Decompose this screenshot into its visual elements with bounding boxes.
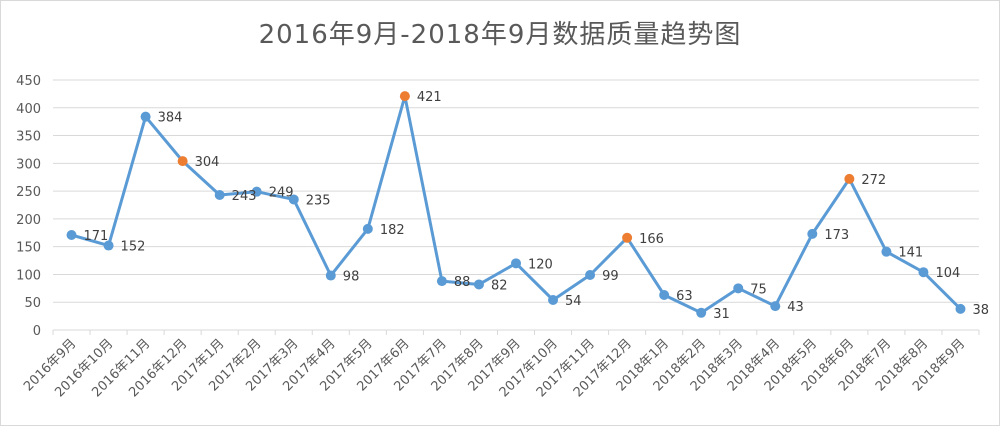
data-point	[325, 270, 336, 281]
y-tick-label: 250	[16, 185, 41, 200]
data-labels: 171 152 384 304 243 249 235 98 182 421 88 82 120 54 99…	[84, 90, 990, 322]
data-point	[251, 186, 262, 197]
data-point	[881, 246, 892, 257]
data-point	[659, 290, 670, 300]
y-tick-label: 350	[16, 130, 41, 145]
data-point	[436, 276, 447, 287]
data-point	[585, 270, 596, 280]
y-tick-label: 0	[33, 324, 41, 339]
data-label: 98	[343, 270, 360, 285]
data-label: 104	[935, 266, 960, 281]
data-point	[511, 258, 521, 269]
data-point	[733, 283, 744, 294]
data-point	[807, 228, 818, 239]
data-point-highlighted	[399, 91, 410, 102]
data-label: 272	[861, 173, 886, 188]
y-tick-label: 100	[16, 268, 41, 283]
x-axis: 2016年9月2016年10月2016年11月2016年12月2017年1月20…	[21, 330, 980, 400]
data-label: 63	[676, 289, 693, 304]
data-point	[696, 307, 707, 318]
grid-lines	[53, 79, 979, 331]
data-label: 141	[898, 246, 923, 261]
data-label: 182	[380, 223, 405, 238]
data-point-highlighted	[622, 232, 633, 243]
y-tick-label: 150	[16, 241, 41, 256]
data-point-highlighted	[177, 156, 188, 167]
data-point	[770, 301, 781, 312]
data-label: 120	[528, 257, 553, 272]
data-label: 75	[750, 282, 767, 297]
series-line-group	[70, 94, 962, 315]
chart-title: 2016年9月-2018年9月数据质量趋势图	[258, 20, 742, 50]
data-point	[918, 267, 929, 278]
y-tick-label: 450	[16, 74, 41, 89]
data-point	[548, 295, 559, 305]
data-label: 43	[787, 300, 804, 315]
y-axis: 0 50 100 150 200 250 300 350 400 450	[16, 74, 41, 339]
data-label: 88	[454, 275, 471, 290]
y-tick-label: 200	[16, 213, 41, 228]
data-label: 54	[565, 294, 582, 309]
data-label: 173	[824, 228, 849, 243]
y-tick-label: 400	[16, 102, 41, 117]
data-label: 31	[713, 307, 730, 322]
data-label: 421	[417, 90, 442, 105]
data-point	[66, 230, 77, 240]
data-point	[288, 194, 299, 205]
data-label: 166	[639, 232, 664, 247]
data-label: 243	[232, 189, 257, 204]
data-point	[473, 279, 484, 290]
data-point	[140, 111, 151, 122]
series-line	[70, 94, 962, 315]
y-tick-label: 300	[16, 157, 41, 172]
data-label: 38	[972, 303, 989, 318]
y-tick-label: 50	[24, 296, 41, 311]
data-point	[362, 223, 373, 234]
data-label: 99	[602, 269, 619, 284]
data-label: 384	[158, 111, 183, 126]
data-label: 235	[306, 193, 331, 208]
data-label: 304	[195, 155, 220, 170]
data-label: 82	[491, 278, 508, 293]
data-point-highlighted	[844, 173, 855, 184]
data-point	[955, 303, 966, 314]
data-point	[214, 190, 225, 200]
data-label: 171	[84, 229, 109, 244]
data-point	[103, 240, 114, 251]
data-label: 152	[121, 240, 146, 255]
data-label: 249	[269, 186, 294, 201]
data-points	[66, 91, 966, 318]
